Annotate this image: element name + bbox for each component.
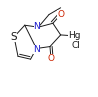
Text: N: N bbox=[33, 45, 40, 54]
Text: O: O bbox=[57, 10, 64, 19]
Text: S: S bbox=[11, 32, 17, 42]
Text: O: O bbox=[47, 54, 54, 63]
Text: Cl: Cl bbox=[72, 41, 81, 50]
Text: N: N bbox=[34, 22, 40, 31]
Text: Hg: Hg bbox=[68, 31, 80, 40]
